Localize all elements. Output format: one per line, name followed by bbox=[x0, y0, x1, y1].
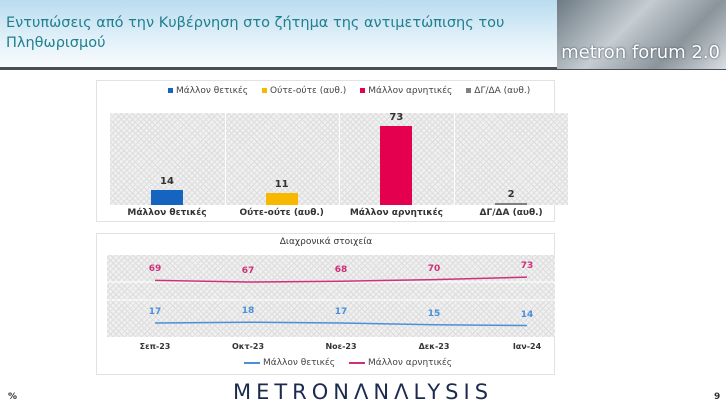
data-label: 69 bbox=[148, 264, 162, 275]
logo-text: metron forum 2.0 bbox=[561, 42, 720, 63]
legend-item: ΔΓ/ΔΑ (αυθ.) bbox=[466, 86, 530, 96]
metron-forum-logo: metron forum 2.0 bbox=[557, 0, 726, 69]
legend-item: Μάλλον αρνητικές bbox=[360, 86, 452, 96]
gridline-v bbox=[453, 113, 455, 205]
category-label: Μάλλον αρνητικές bbox=[349, 208, 443, 218]
x-tick-label: Νοε-23 bbox=[325, 342, 357, 351]
data-label: 70 bbox=[427, 263, 441, 274]
bar bbox=[151, 189, 183, 205]
line-chart-legend: Μάλλον θετικές Μάλλον αρνητικές bbox=[244, 358, 452, 368]
data-label: 68 bbox=[334, 265, 348, 276]
legend-item: Μάλλον θετικές bbox=[244, 358, 335, 368]
bar-value-label: 14 bbox=[160, 175, 174, 187]
page-number: 9 bbox=[714, 392, 721, 402]
x-tick-label: Δεκ-23 bbox=[418, 342, 450, 351]
data-label: 67 bbox=[241, 266, 255, 277]
legend-label: Μάλλον θετικές bbox=[263, 358, 336, 368]
data-label: 17 bbox=[334, 307, 348, 318]
legend-label: Μάλλον θετικές bbox=[176, 86, 249, 96]
series-line bbox=[154, 276, 528, 283]
gridline-v bbox=[339, 113, 340, 205]
legend-swatch bbox=[349, 361, 366, 364]
legend-item: Μάλλον θετικές bbox=[168, 86, 248, 96]
x-tick-label: Οκτ-23 bbox=[231, 342, 265, 351]
bar-value-label: 73 bbox=[389, 111, 404, 123]
bar bbox=[380, 125, 413, 205]
x-tick-label: Σεπ-23 bbox=[139, 342, 171, 351]
page-title: Εντυπώσεις από την Κυβέρνηση στο ζήτημα … bbox=[6, 15, 505, 51]
data-label: 18 bbox=[241, 306, 255, 317]
data-label: 73 bbox=[520, 261, 534, 272]
bar-chart-legend: Μάλλον θετικές Ούτε-ούτε (αυθ.) Μάλλον αρν… bbox=[168, 86, 530, 96]
header: Εντυπώσεις από την Κυβέρνηση στο ζήτημα … bbox=[0, 0, 726, 70]
line-chart-title: Διαχρονικά στοιχεία bbox=[279, 237, 373, 247]
metron-analysis-logo: METRONΛNΛLYSIS bbox=[232, 380, 494, 404]
bar-value-label: 11 bbox=[274, 179, 289, 191]
category-label: Μάλλον θετικές bbox=[127, 208, 207, 218]
legend-label: Ούτε-ούτε (αυθ.) bbox=[270, 86, 347, 96]
legend-label: Μάλλον αρνητικές bbox=[368, 358, 453, 368]
bar bbox=[495, 202, 528, 205]
legend-swatch bbox=[244, 361, 260, 364]
legend-swatch bbox=[262, 88, 268, 93]
legend-swatch bbox=[168, 88, 173, 93]
data-label: 15 bbox=[427, 308, 441, 319]
bar bbox=[265, 193, 298, 205]
legend-label: ΔΓ/ΔΑ (αυθ.) bbox=[474, 86, 531, 96]
data-label: 17 bbox=[148, 307, 162, 318]
percent-mark: % bbox=[8, 392, 18, 402]
x-tick-label: Ιαν-24 bbox=[512, 342, 542, 351]
bar-value-label: 2 bbox=[507, 188, 515, 200]
legend-swatch bbox=[360, 88, 366, 93]
series-line bbox=[154, 321, 528, 327]
legend-swatch bbox=[466, 88, 472, 93]
legend-item: Ούτε-ούτε (αυθ.) bbox=[262, 86, 346, 96]
category-label: ΔΓ/ΔΑ (αυθ.) bbox=[479, 208, 543, 218]
category-label: Ούτε-ούτε (αυθ.) bbox=[239, 208, 324, 218]
legend-item: Μάλλον αρνητικές bbox=[349, 358, 452, 368]
data-label: 14 bbox=[520, 309, 534, 320]
gridline-v bbox=[224, 113, 226, 205]
legend-label: Μάλλον αρνητικές bbox=[368, 86, 453, 96]
